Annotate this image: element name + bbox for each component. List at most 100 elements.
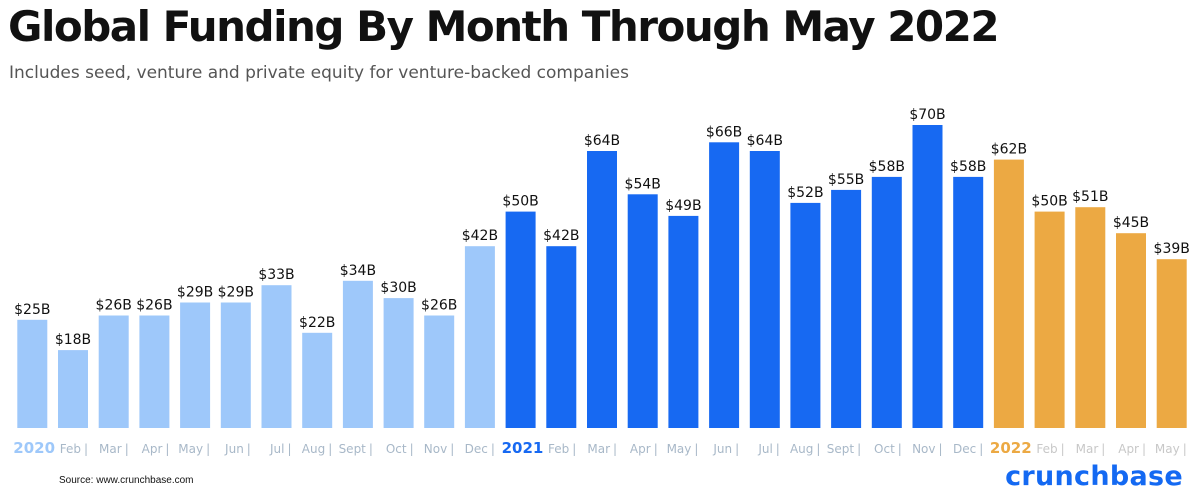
bar-2020-3 <box>139 315 170 428</box>
bar-value-label: $22B <box>299 315 335 331</box>
bar-2020-2 <box>98 315 129 428</box>
month-tick-label: Nov <box>424 442 447 456</box>
bar-value-label: $70B <box>909 107 945 123</box>
bar-value-label: $58B <box>869 159 905 175</box>
bar-2021-13 <box>546 246 577 428</box>
tick-separator: | <box>857 442 861 456</box>
bar-2022-25 <box>1034 211 1065 428</box>
bar-value-label: $55B <box>828 172 864 188</box>
bar-value-label: $49B <box>665 198 701 214</box>
tick-separator: | <box>206 442 210 456</box>
tick-separator: | <box>572 442 576 456</box>
tick-separator: | <box>491 442 495 456</box>
month-tick-label: Jul <box>269 442 284 456</box>
bar-2021-14 <box>587 151 617 428</box>
bar-2021-20 <box>831 189 862 428</box>
tick-separator: | <box>369 442 373 456</box>
bar-2021-12 <box>505 211 536 428</box>
bar-value-label: $29B <box>177 285 213 301</box>
month-tick-label: May <box>178 442 203 456</box>
tick-separator: | <box>288 442 292 456</box>
bar-2022-28 <box>1156 259 1187 428</box>
bar-2022-26 <box>1075 207 1106 428</box>
bar-value-label: $34B <box>340 263 376 279</box>
month-tick-label: Sept <box>339 442 367 456</box>
bar-value-label: $45B <box>1113 215 1149 231</box>
bar-2020-9 <box>383 298 414 428</box>
bar-value-label: $58B <box>950 159 986 175</box>
month-tick-label: May <box>1155 442 1180 456</box>
tick-separator: | <box>165 442 169 456</box>
bar-2022-27 <box>1116 233 1146 428</box>
tick-separator: | <box>694 442 698 456</box>
tick-separator: | <box>939 442 943 456</box>
tick-separator: | <box>816 442 820 456</box>
month-tick-label: Sept <box>827 442 855 456</box>
month-tick-label: Dec <box>953 442 976 456</box>
bar-2020-7 <box>302 332 333 428</box>
tick-separator: | <box>450 442 454 456</box>
month-tick-label: Jul <box>757 442 772 456</box>
bar-2021-17 <box>709 142 740 429</box>
bar-value-label: $50B <box>502 194 538 210</box>
tick-separator: | <box>735 442 739 456</box>
bar-value-label: $26B <box>96 298 132 314</box>
bar-2021-15 <box>627 194 658 428</box>
bar-value-label: $26B <box>421 298 457 314</box>
year-tick-label: 2020 <box>13 439 55 457</box>
tick-separator: | <box>1061 442 1065 456</box>
bar-2020-5 <box>220 302 251 428</box>
bar-2020-10 <box>424 315 455 428</box>
bar-2020-8 <box>342 280 373 428</box>
bar-value-label: $64B <box>747 133 783 149</box>
month-tick-label: May <box>667 442 692 456</box>
bar-2021-21 <box>871 176 902 428</box>
bar-value-label: $39B <box>1154 241 1190 257</box>
bar-2020-1 <box>58 350 88 428</box>
tick-separator: | <box>1142 442 1146 456</box>
bar-value-label: $29B <box>218 285 254 301</box>
bar-value-label: $52B <box>787 185 823 201</box>
month-tick-label: Mar <box>99 442 122 456</box>
chart-title: Global Funding By Month Through May 2022 <box>8 2 1000 51</box>
bar-2020-4 <box>180 302 211 428</box>
tick-separator: | <box>776 442 780 456</box>
crunchbase-logo: crunchbase <box>1005 461 1183 492</box>
bar-value-label: $26B <box>136 298 172 314</box>
month-tick-label: Apr <box>142 442 163 456</box>
bar-value-label: $51B <box>1072 189 1108 205</box>
bar-2020-6 <box>261 285 292 428</box>
bar-value-label: $42B <box>543 228 579 244</box>
tick-separator: | <box>84 442 88 456</box>
tick-separator: | <box>1101 442 1105 456</box>
month-tick-label: Apr <box>630 442 651 456</box>
bar-2021-19 <box>790 202 821 428</box>
month-tick-label: Feb <box>548 442 569 456</box>
bar-value-label: $30B <box>380 280 416 296</box>
month-tick-label: Apr <box>1118 442 1139 456</box>
tick-separator: | <box>654 442 658 456</box>
tick-separator: | <box>1183 442 1187 456</box>
bar-value-label: $42B <box>462 228 498 244</box>
month-tick-label: Jun <box>224 442 244 456</box>
tick-separator: | <box>247 442 251 456</box>
month-tick-label: Mar <box>587 442 610 456</box>
month-tick-label: Aug <box>302 442 325 456</box>
bar-2021-18 <box>749 151 780 428</box>
bar-value-label: $54B <box>625 176 661 192</box>
tick-separator: | <box>613 442 617 456</box>
tick-separator: | <box>898 442 902 456</box>
chart-subtitle: Includes seed, venture and private equit… <box>9 63 630 83</box>
month-tick-label: Oct <box>874 442 895 456</box>
bar-value-label: $33B <box>258 267 294 283</box>
month-tick-label: Dec <box>465 442 488 456</box>
bar-value-label: $25B <box>14 302 50 318</box>
bar-2020-11 <box>464 246 495 428</box>
bar-2021-16 <box>668 215 699 428</box>
bar-2021-23 <box>953 176 984 428</box>
month-tick-label: Feb <box>1036 442 1057 456</box>
year-tick-label: 2022 <box>990 439 1032 457</box>
bar-value-label: $64B <box>584 133 620 149</box>
month-tick-label: Feb <box>60 442 81 456</box>
month-tick-label: Mar <box>1076 442 1099 456</box>
